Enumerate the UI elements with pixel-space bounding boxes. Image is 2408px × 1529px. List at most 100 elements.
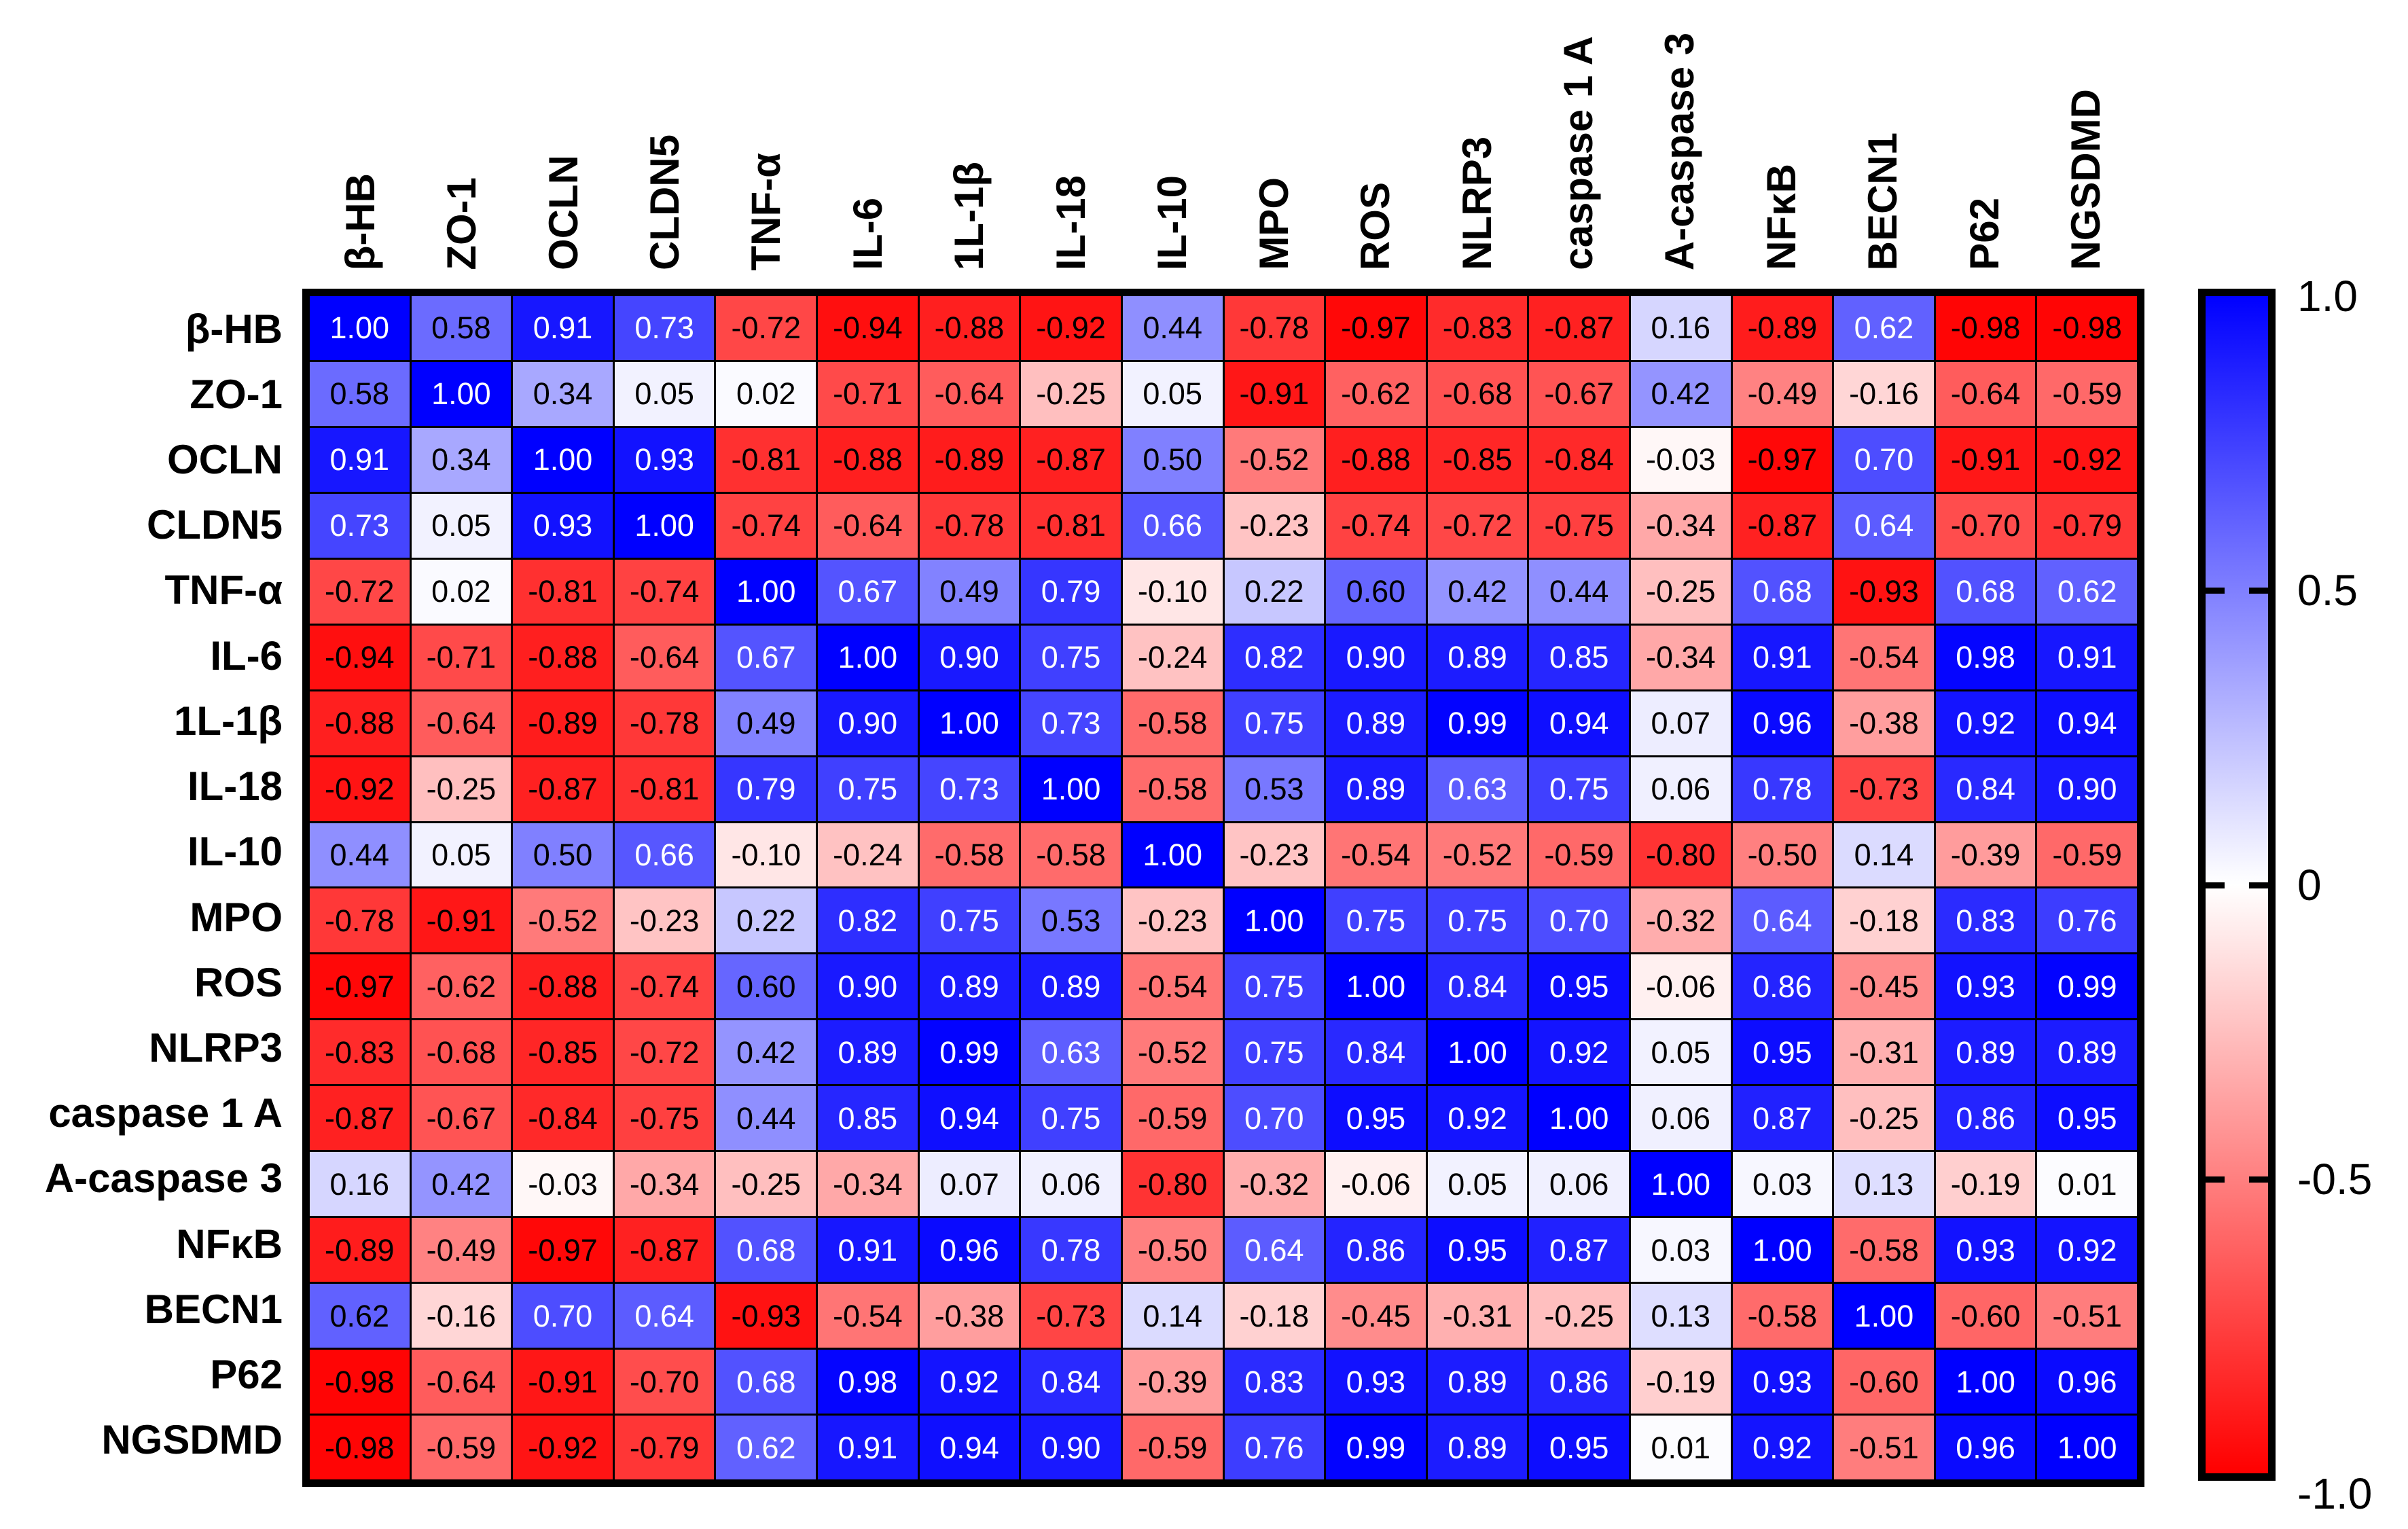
matrix-cell: -0.83 [1427, 296, 1528, 360]
matrix-cell: 0.78 [1021, 1218, 1121, 1282]
column-label: IL-6 [817, 0, 918, 281]
matrix-cell: -0.64 [1935, 361, 2036, 426]
matrix-cell: 0.89 [1935, 1020, 2036, 1085]
matrix-cell: 0.53 [1224, 757, 1325, 821]
matrix-cell: 1.00 [1427, 1020, 1528, 1085]
row-label: NGSDMD [101, 1417, 283, 1463]
matrix-cell: 0.90 [818, 691, 918, 755]
column-label: NLRP3 [1426, 0, 1528, 281]
matrix-cell: -0.83 [310, 1020, 410, 1085]
column-label-text: A-caspase 3 [1657, 32, 1703, 270]
matrix-cell: -0.85 [1427, 427, 1528, 492]
matrix-cell: 0.90 [2037, 757, 2137, 821]
column-label-text: BECN1 [1860, 132, 1906, 270]
matrix-cell: 0.94 [919, 1416, 1020, 1479]
matrix-cell: 0.84 [1935, 757, 2036, 821]
matrix-cell: 0.89 [818, 1020, 918, 1085]
column-label-text: P62 [1961, 198, 2007, 270]
matrix-cell: -0.87 [1021, 427, 1121, 492]
matrix-cell: 0.62 [310, 1284, 410, 1348]
matrix-cell: -0.67 [411, 1086, 511, 1151]
matrix-cell: 0.60 [716, 954, 816, 1019]
matrix-cell: 0.14 [1122, 1284, 1223, 1348]
matrix-cell: -0.54 [1326, 823, 1426, 887]
matrix-cell: -0.49 [1732, 361, 1833, 426]
colorbar-tick [2206, 882, 2225, 888]
matrix-cell: -0.59 [2037, 823, 2137, 887]
matrix-cell: 0.95 [1529, 954, 1629, 1019]
matrix-cell: 1.00 [1935, 1350, 2036, 1414]
matrix-cell: 0.92 [1427, 1086, 1528, 1151]
matrix-cell: 0.34 [411, 427, 511, 492]
matrix-cell: -0.72 [614, 1020, 715, 1085]
column-label-text: OCLN [540, 155, 586, 270]
matrix-cell: 0.76 [1224, 1416, 1325, 1479]
matrix-cell: -0.91 [513, 1350, 613, 1414]
matrix-cell: -0.91 [411, 888, 511, 953]
matrix-cell: 0.63 [1427, 757, 1528, 821]
matrix-cell: -0.88 [919, 296, 1020, 360]
matrix-cell: 0.42 [1630, 361, 1731, 426]
matrix-cell: 0.92 [1529, 1020, 1629, 1085]
column-label: NFκB [1731, 0, 1832, 281]
matrix-cell: 0.14 [1834, 823, 1934, 887]
matrix-cell: 0.73 [310, 493, 410, 558]
row-labels: β-HB ZO-1 OCLN CLDN5 TNF-α IL-6 1L-1β IL-18 IL-1… [0, 296, 293, 1473]
matrix-cell: 0.91 [2037, 625, 2137, 689]
matrix-cell: -0.62 [1326, 361, 1426, 426]
matrix-cell: 0.64 [1834, 493, 1934, 558]
matrix-cell: 0.03 [1732, 1152, 1833, 1217]
matrix-cell: 0.86 [1732, 954, 1833, 1019]
matrix-cell: -0.54 [1834, 625, 1934, 689]
column-label-text: IL-6 [844, 198, 891, 270]
matrix-cell: 0.44 [310, 823, 410, 887]
matrix-cell: -0.98 [310, 1416, 410, 1479]
colorbar [2198, 289, 2276, 1481]
matrix-cell: 0.64 [614, 1284, 715, 1348]
matrix-cell: 0.75 [1326, 888, 1426, 953]
matrix-cell: -0.62 [411, 954, 511, 1019]
matrix-cell: 0.86 [1935, 1086, 2036, 1151]
matrix-cell: -0.31 [1427, 1284, 1528, 1348]
matrix-cell: -0.45 [1326, 1284, 1426, 1348]
matrix-cell: -0.98 [2037, 296, 2137, 360]
row-label: P62 [210, 1352, 283, 1398]
matrix-cell: -0.71 [818, 361, 918, 426]
matrix-cell: -0.49 [411, 1218, 511, 1282]
matrix-cell: 0.96 [1935, 1416, 2036, 1479]
matrix-cell: 0.70 [1224, 1086, 1325, 1151]
matrix-cell: -0.10 [1122, 559, 1223, 624]
matrix-cell: -0.79 [2037, 493, 2137, 558]
matrix-cell: 0.89 [1427, 1416, 1528, 1479]
matrix-cell: -0.92 [310, 757, 410, 821]
matrix-cell: -0.58 [1122, 757, 1223, 821]
matrix-cell: 1.00 [2037, 1416, 2137, 1479]
matrix-cell: -0.78 [1224, 296, 1325, 360]
matrix-cell: -0.92 [1021, 296, 1121, 360]
matrix-cell: 0.92 [1935, 691, 2036, 755]
matrix-cell: 0.82 [1224, 625, 1325, 689]
matrix-cell: -0.80 [1630, 823, 1731, 887]
matrix-cell: 0.96 [919, 1218, 1020, 1282]
column-label-text: IL-18 [1047, 175, 1094, 270]
column-label: NGSDMD [2036, 0, 2137, 281]
matrix-cell: 0.93 [614, 427, 715, 492]
row-label: CLDN5 [146, 502, 283, 548]
matrix-cell: -0.87 [310, 1086, 410, 1151]
matrix-cell: -0.88 [1326, 427, 1426, 492]
matrix-cell: -0.23 [1224, 823, 1325, 887]
matrix-cell: -0.79 [614, 1416, 715, 1479]
matrix-cell: -0.94 [310, 625, 410, 689]
matrix-cell: -0.93 [1834, 559, 1934, 624]
colorbar-tick-label: 1.0 [2297, 272, 2358, 321]
column-label-text: 1L-1β [946, 162, 992, 270]
matrix-cell: -0.87 [1732, 493, 1833, 558]
row-label: ROS [194, 959, 283, 1005]
matrix-cell: -0.87 [1529, 296, 1629, 360]
matrix-cell: 0.84 [1427, 954, 1528, 1019]
matrix-cell: -0.34 [818, 1152, 918, 1217]
matrix-cell: -0.72 [716, 296, 816, 360]
matrix-cell: 0.44 [716, 1086, 816, 1151]
colorbar-tick-labels: 1.0 0.5 0 -0.5 -1.0 [2297, 274, 2408, 1515]
matrix-cell: 0.16 [1630, 296, 1731, 360]
